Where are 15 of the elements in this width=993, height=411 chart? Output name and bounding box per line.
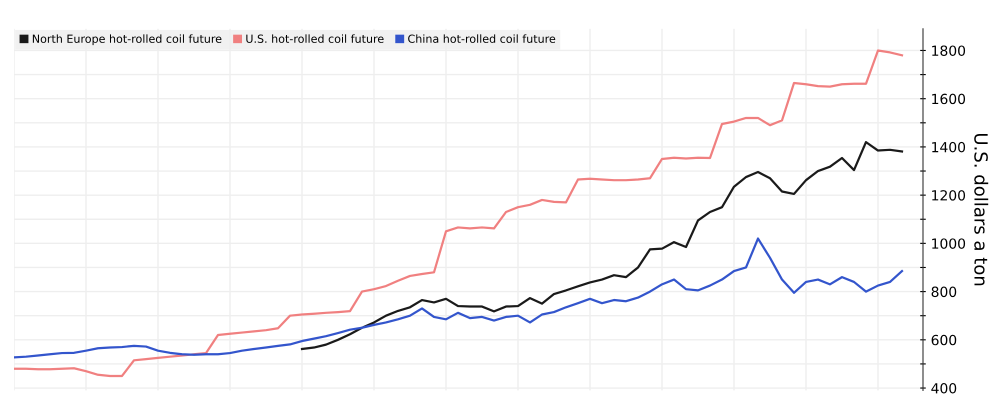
y-tick-label: 1800 [932, 45, 966, 56]
line-series [14, 49, 904, 378]
y-axis-title: U.S. dollars a ton [974, 134, 988, 286]
legend-label: China hot-rolled coil future [408, 34, 556, 43]
y-tick-label: 600 [932, 334, 956, 346]
legend-label: North Europe hot-rolled coil future [32, 34, 222, 46]
y-tick-label: 1200 [932, 190, 966, 201]
y-tick-label: 1000 [932, 238, 966, 249]
legend-label: U.S. hot-rolled coil future [246, 34, 384, 43]
y-tick-label: 400 [931, 383, 956, 394]
y-tick-label: 1400 [932, 142, 966, 152]
line-series [14, 237, 904, 359]
y-tick-label: 1600 [932, 94, 966, 104]
y-tick-label: 800 [932, 286, 956, 298]
line-series [300, 140, 904, 350]
